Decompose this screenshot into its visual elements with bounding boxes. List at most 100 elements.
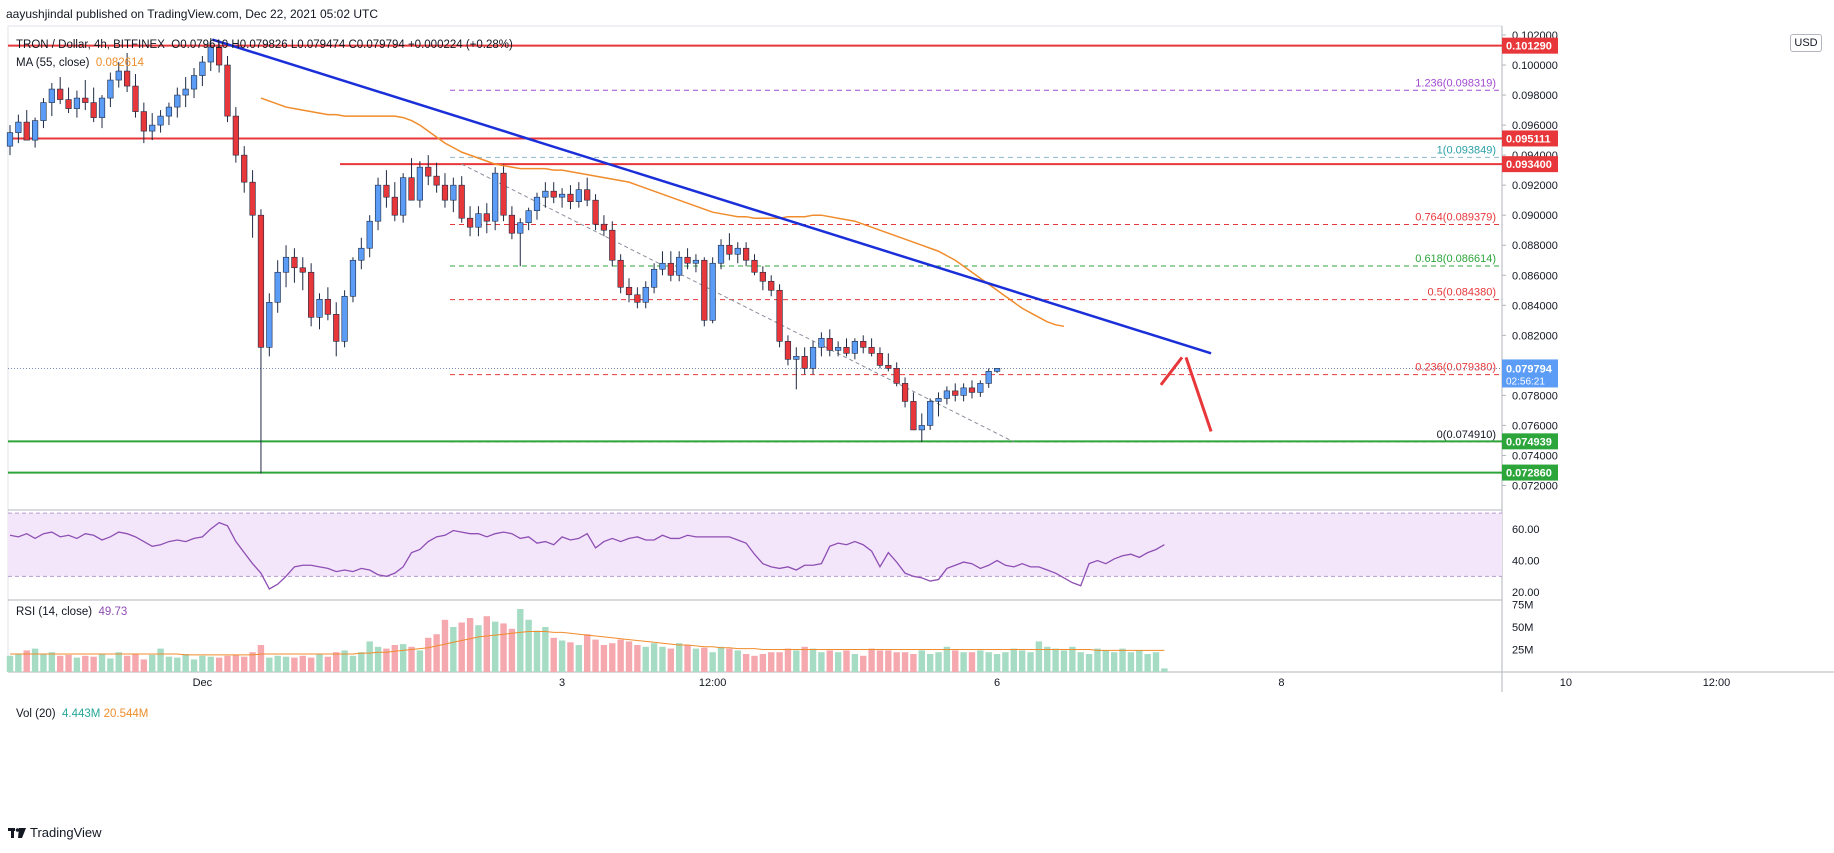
volume-bar: [726, 648, 733, 672]
volume-bar: [742, 654, 750, 672]
candle-body: [349, 259, 357, 297]
candle-body: [48, 88, 55, 103]
volume-bar: [366, 641, 373, 672]
candle-body: [667, 262, 674, 276]
volume-bar: [232, 654, 240, 672]
time-axis: Dec312:00681012:0013151712:0020222412:00…: [193, 677, 1731, 689]
volume-bar: [391, 645, 398, 672]
candle-body: [358, 247, 365, 261]
time-tick-label: 12:00: [1703, 677, 1731, 689]
candle-body: [333, 314, 340, 342]
volume-bar: [107, 658, 114, 672]
candle-body: [843, 347, 850, 354]
volume-bar: [592, 639, 599, 672]
candle-body: [692, 259, 700, 264]
candle-body: [90, 102, 97, 118]
volume-bar: [23, 650, 30, 672]
volume-bar: [182, 654, 189, 672]
volume-bar: [701, 647, 708, 672]
volume-bar: [801, 646, 808, 672]
candle-body: [609, 229, 616, 261]
volume-bar: [926, 654, 934, 672]
volume-bar: [876, 650, 884, 672]
candle-body: [23, 121, 30, 141]
legend: TRON / Dollar, 4h, BITFINEX O0.079610 H0…: [16, 36, 513, 72]
volume-bar: [952, 650, 959, 672]
legend-high: H0.079826: [231, 39, 288, 51]
candle-body: [441, 184, 449, 201]
volume-bar: [149, 654, 156, 672]
volume-bar: [885, 650, 892, 672]
volume-bar: [1060, 650, 1068, 672]
volume-bar: [98, 654, 106, 672]
volume-bar: [165, 656, 173, 672]
candle-body: [241, 154, 248, 183]
candle-body: [751, 259, 758, 273]
resistance-level-label: 0.101290: [1506, 41, 1552, 53]
volume-bar: [1035, 641, 1043, 672]
volume-tick-label: 50M: [1512, 622, 1533, 634]
candle-body: [266, 301, 273, 348]
legend-ma-value: 0.082614: [95, 57, 144, 69]
rsi-band: [8, 513, 1502, 577]
volume-bar: [868, 648, 875, 672]
candle-body: [993, 368, 1001, 372]
candle-body: [793, 356, 800, 360]
resistance-level-badge: [1502, 37, 1558, 54]
candle-body: [31, 120, 39, 141]
candle-body: [901, 383, 909, 402]
volume-bar: [542, 627, 549, 672]
resistance-level-label: 0.093400: [1506, 159, 1552, 171]
legend-open: O0.079610: [171, 39, 229, 51]
candle-body: [676, 256, 683, 276]
legend-ma-label: MA (55, close): [16, 57, 90, 69]
candle-body: [299, 267, 306, 273]
candle-body: [107, 79, 114, 99]
volume-bar: [609, 643, 616, 672]
volume-bar: [316, 654, 323, 672]
volume-bar: [307, 657, 315, 672]
candle-body: [73, 97, 81, 109]
candle-body: [232, 115, 239, 156]
candle-body: [450, 184, 457, 201]
candle-body: [927, 401, 934, 426]
volume-bar: [943, 646, 951, 672]
volume-bar: [1136, 650, 1143, 672]
volume-bar: [667, 648, 675, 672]
price-tick-label: 0.076000: [1512, 420, 1558, 432]
candle-body: [182, 88, 189, 96]
volume-bar: [901, 652, 909, 672]
price-tick-label: 0.100000: [1512, 60, 1558, 72]
volume-bar: [809, 648, 817, 672]
last-price-badge: [1502, 359, 1558, 388]
rsi-value: 49.73: [98, 606, 128, 618]
volume-bar: [333, 652, 340, 672]
volume-bar: [768, 652, 775, 672]
candle-body: [550, 190, 557, 198]
candle-body: [15, 121, 22, 133]
volume-bar: [600, 645, 608, 672]
candle-body: [617, 259, 624, 288]
volume-bar: [659, 646, 666, 672]
currency-badge[interactable]: USD: [1790, 34, 1822, 52]
volume-bar: [224, 655, 231, 672]
candle-body: [57, 88, 64, 100]
candles: [6, 38, 1001, 474]
descending-trendline: [212, 38, 1212, 355]
price-tick-label: 0.098000: [1512, 90, 1558, 102]
volume-bar: [257, 645, 265, 672]
volume-bar: [784, 648, 792, 672]
volume-bar: [893, 652, 900, 672]
rsi-title: RSI (14, close): [16, 606, 93, 618]
volume-bar: [65, 654, 72, 672]
candle-body: [868, 347, 875, 354]
candle-body: [308, 271, 315, 318]
candle-body: [801, 356, 808, 369]
candle-body: [408, 177, 415, 201]
candle-body: [190, 75, 198, 90]
candle-body: [249, 181, 256, 216]
candle-body: [400, 177, 407, 216]
candle-body: [893, 368, 900, 384]
